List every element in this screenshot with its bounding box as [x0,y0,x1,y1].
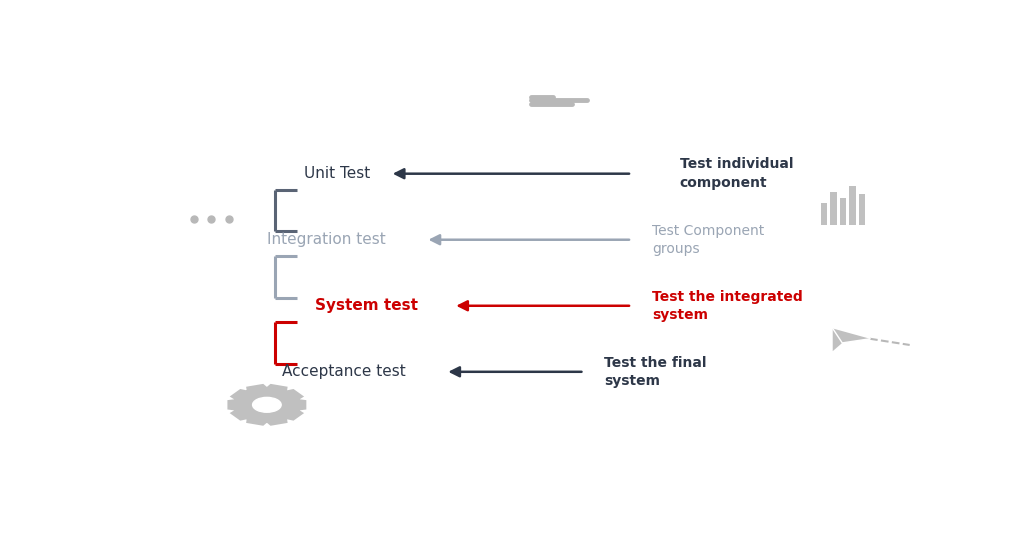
Text: Integration test: Integration test [267,232,386,247]
Polygon shape [833,329,870,351]
Bar [849,186,856,225]
Text: Unit Test: Unit Test [304,166,370,181]
Text: Test the final
system: Test the final system [604,355,707,388]
Text: Test the integrated
system: Test the integrated system [652,289,803,322]
Text: Acceptance test: Acceptance test [282,364,406,379]
Text: Test Component
groups: Test Component groups [652,224,764,256]
Bar [821,203,827,225]
Bar [859,195,865,225]
Text: System test: System test [314,298,418,313]
Polygon shape [227,384,306,426]
Text: Test individual
component: Test individual component [680,158,793,190]
Bar [840,198,846,225]
Bar [830,192,837,225]
Circle shape [253,397,282,412]
